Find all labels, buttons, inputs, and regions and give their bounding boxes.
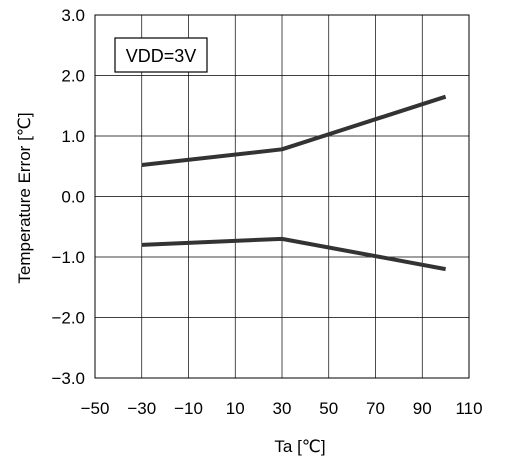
y-tick-label: −3.0: [51, 369, 85, 388]
y-tick-label: 3.0: [61, 6, 85, 25]
annotation-rect: [114, 37, 208, 73]
x-tick-labels: −50 −30 −10 10 30 50 70 90 110: [81, 399, 483, 418]
plot-frame: [94, 14, 470, 379]
y-tick-labels: 3.0 2.0 1.0 0.0 −1.0 −2.0 −3.0: [51, 6, 85, 388]
y-tick-label: −1.0: [51, 248, 85, 267]
x-tick-label: −10: [174, 399, 203, 418]
grid-layer: [94, 14, 470, 379]
x-tick-label: 30: [273, 399, 292, 418]
x-tick-label: −50: [81, 399, 110, 418]
series-line-2: [141, 236, 446, 272]
series-line-1: [141, 94, 447, 168]
x-tick-label: 90: [413, 399, 432, 418]
x-tick-label: 70: [366, 399, 385, 418]
y-axis-label: Temperature Error [℃]: [15, 112, 34, 283]
y-tick-label: 0.0: [61, 188, 85, 207]
y-tick-label: 1.0: [61, 127, 85, 146]
annotation-box: VDD=3V: [114, 37, 208, 73]
series-layer: [141, 94, 447, 272]
annotation-text: VDD=3V: [126, 46, 197, 66]
x-axis-label: Ta [℃]: [274, 437, 325, 456]
x-tick-label: −30: [127, 399, 156, 418]
y-tick-label: 2.0: [61, 67, 85, 86]
x-tick-label: 10: [226, 399, 245, 418]
y-tick-label: −2.0: [51, 309, 85, 328]
x-tick-label: 110: [455, 399, 482, 418]
x-tick-label: 50: [319, 399, 338, 418]
